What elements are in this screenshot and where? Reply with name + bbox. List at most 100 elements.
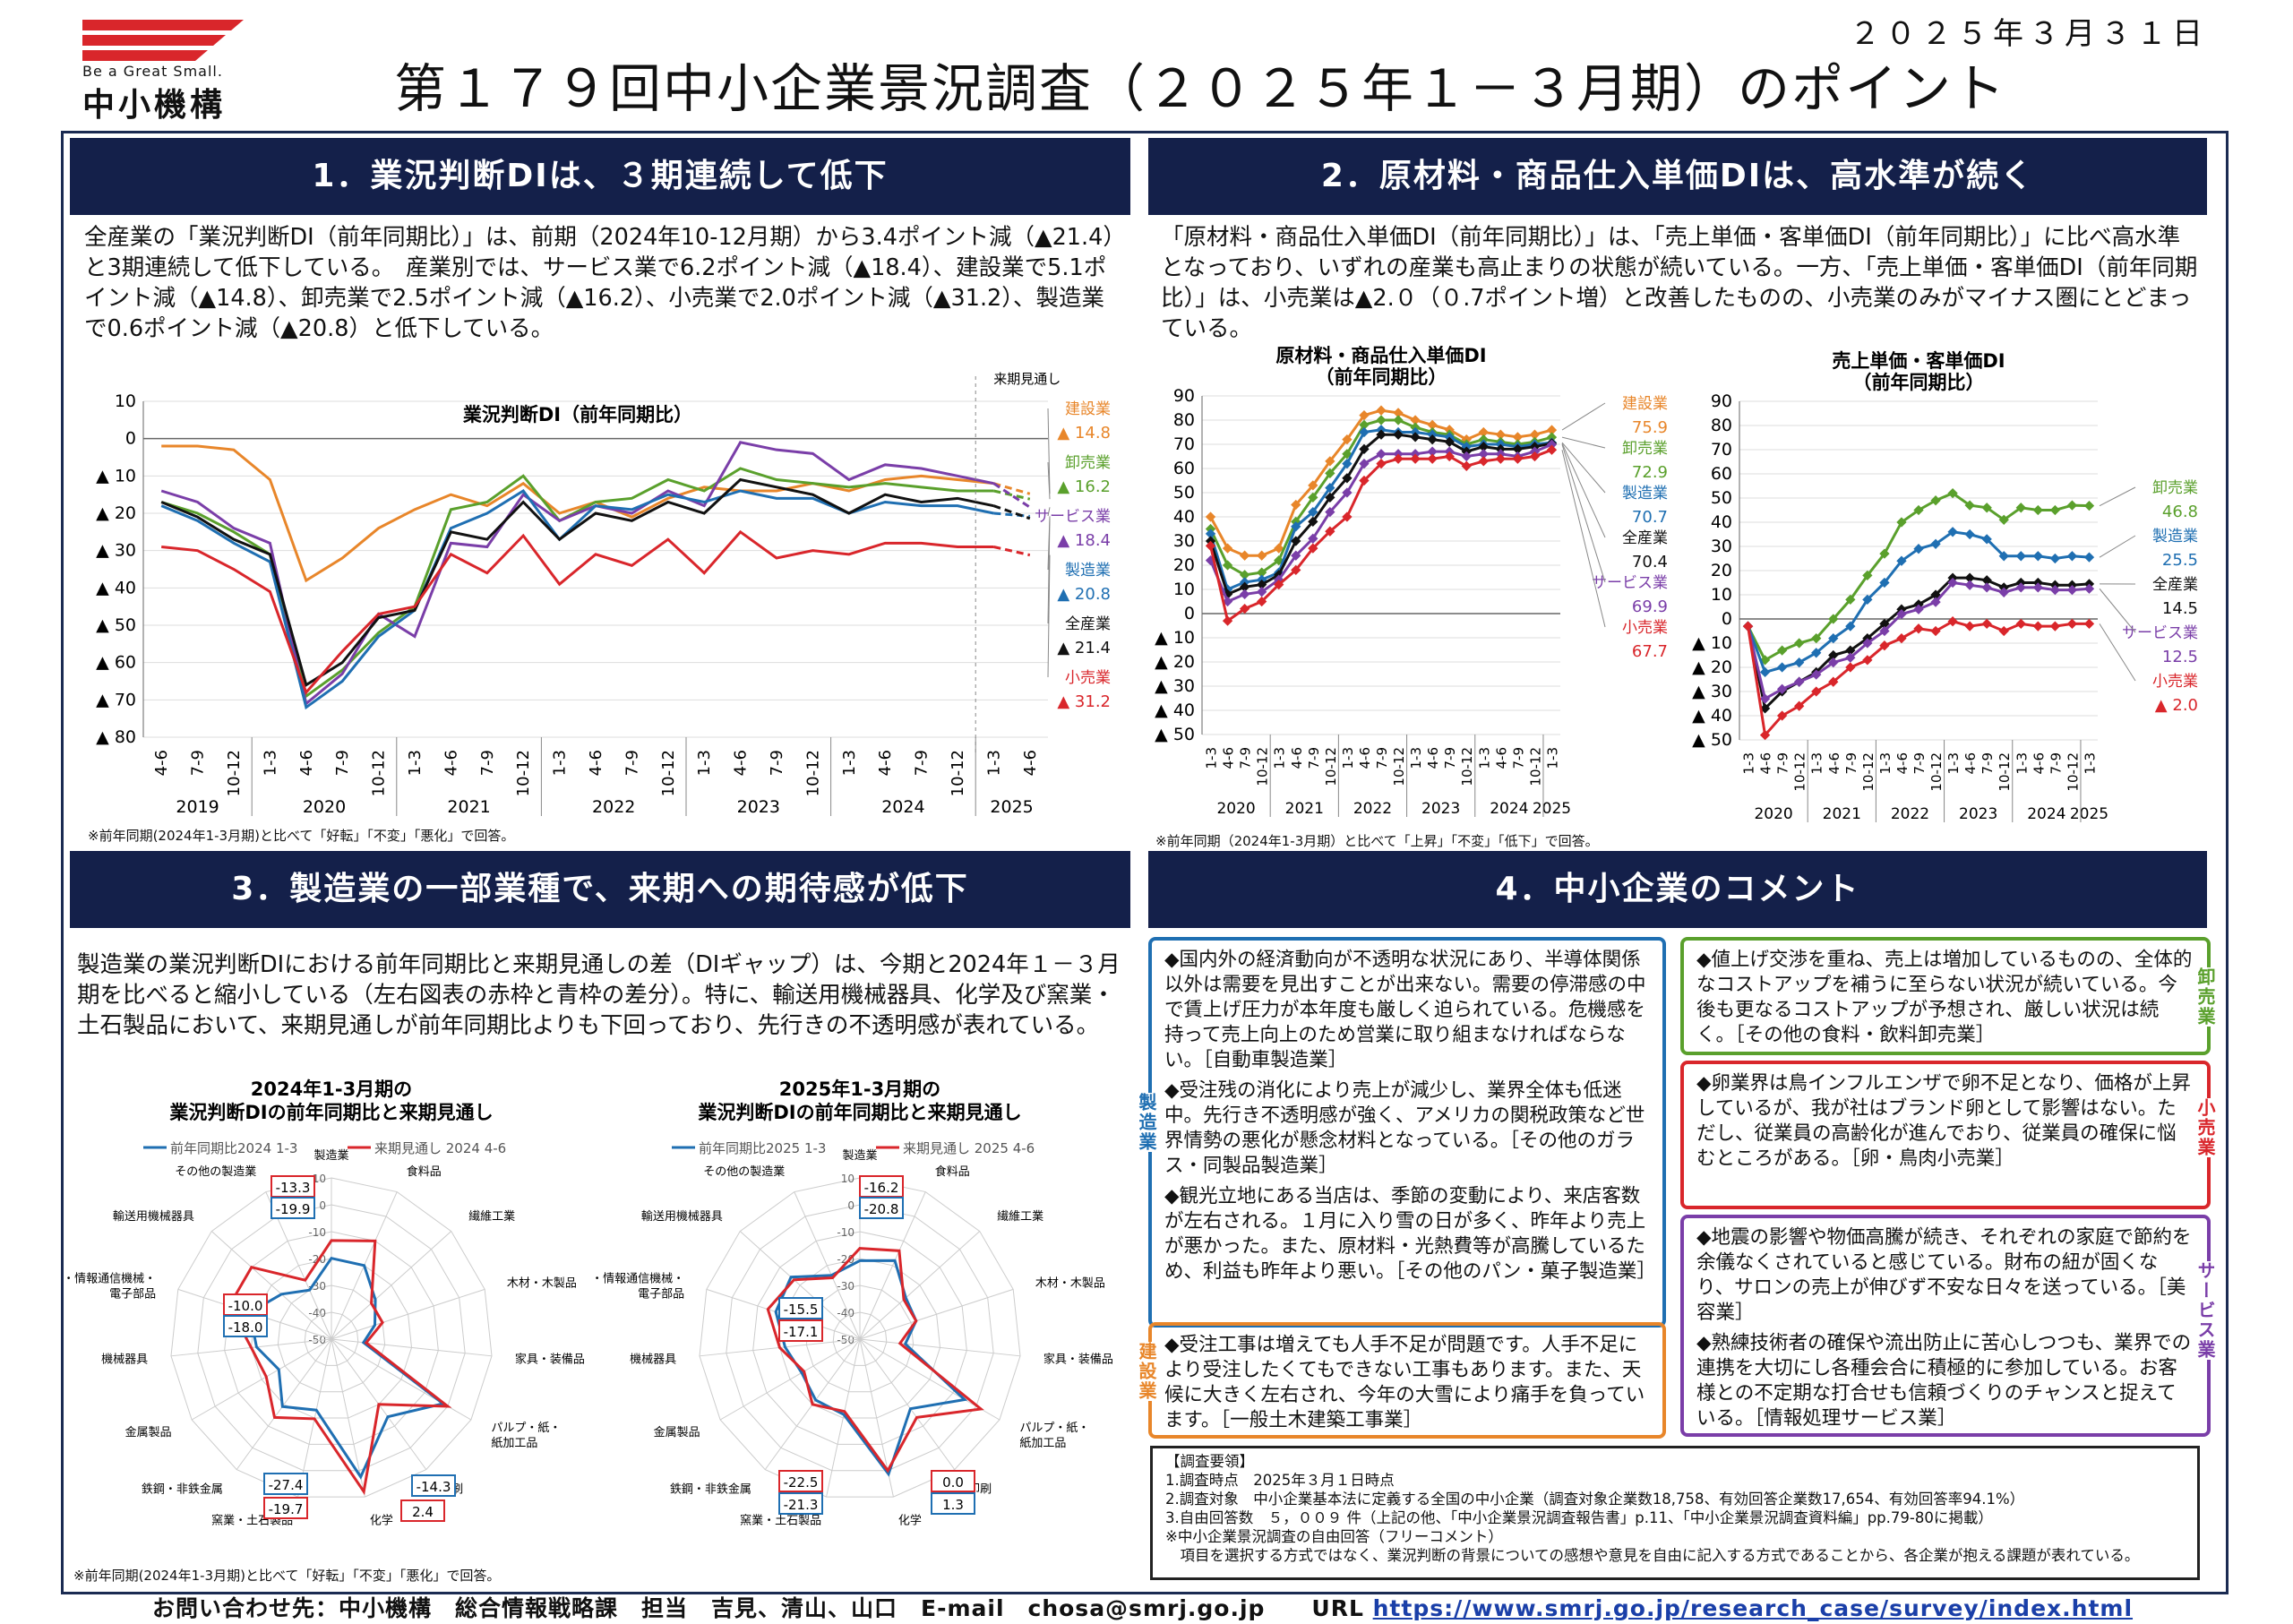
radar-tick-label: 10 xyxy=(313,1173,326,1185)
data-point xyxy=(1325,482,1335,494)
legend-name: 小売業 xyxy=(2152,673,2198,691)
y-tick-label: 80 xyxy=(1711,416,1732,435)
x-tick-label: 10-12 xyxy=(225,750,244,796)
data-point xyxy=(1776,662,1788,673)
legend-name: 全産業 xyxy=(1622,529,1668,547)
radar-category-label: その他の製造業 xyxy=(175,1164,256,1179)
comment-whl-1: ◆値上げ交渉を重ね、売上は増加しているものの、全体的なコストアップを補うに至らな… xyxy=(1696,949,2193,1046)
leader-line xyxy=(2099,486,2136,507)
value-box-label: -19.9 xyxy=(276,1201,311,1217)
section-1-text: 全産業の「業況判断DI（前年同期比）」は、前期（2024年10-12月期）から3… xyxy=(84,224,1115,342)
data-point xyxy=(1444,436,1455,447)
x-tick-label: 4-6 xyxy=(876,750,895,776)
data-point xyxy=(1427,453,1438,464)
radar-category-label: 電気・情報通信機械・ xyxy=(591,1271,684,1285)
data-point xyxy=(1845,652,1856,663)
legend-value: 70.7 xyxy=(1632,508,1668,527)
section-2-note: ※前年同期（2024年1-3月期）と比べて「上昇」「不変」「低下」で回答。 xyxy=(1155,833,1599,849)
radar-category-label: 紙加工品 xyxy=(1019,1437,1066,1450)
data-point xyxy=(1393,415,1404,425)
x-tick-label: 7-9 xyxy=(189,750,208,776)
x-year-label: 2021 xyxy=(1285,800,1324,818)
x-year-label: 2022 xyxy=(1353,800,1392,818)
value-box xyxy=(223,1315,268,1337)
data-point xyxy=(1546,439,1558,450)
label-service: サービス業 xyxy=(2193,1261,2219,1360)
forecast-line xyxy=(993,546,1031,557)
radar-category-label: その他の製造業 xyxy=(703,1164,785,1179)
data-point xyxy=(1828,614,1839,624)
legend-value: ▲ 18.4 xyxy=(1057,531,1111,550)
data-point xyxy=(1205,511,1216,522)
x-tick-label: 7-9 xyxy=(1775,752,1791,775)
data-point xyxy=(1291,536,1301,546)
data-point xyxy=(1759,666,1771,678)
data-point xyxy=(1376,415,1387,425)
y-tick-label: ▲ 20 xyxy=(1692,657,1732,677)
value-box-label: -16.2 xyxy=(864,1180,899,1196)
legend-name: 製造業 xyxy=(1622,485,1668,503)
radar-category-label: 製造業 xyxy=(313,1148,348,1163)
comment-svc-1: ◆地震の影響や物価高騰が続き、それぞれの家庭で節約を余儀なくされていると感じてい… xyxy=(1696,1226,2192,1324)
y-tick-label: ▲ 50 xyxy=(1692,730,1732,750)
legend-label: 来期見通し 2025 4-6 xyxy=(903,1140,1035,1156)
data-point xyxy=(1845,621,1856,632)
x-tick-label: 7-9 xyxy=(478,750,497,776)
y-tick-label: 30 xyxy=(1173,531,1195,551)
y-tick-label: 10 xyxy=(1173,580,1195,599)
y-tick-label: ▲ 70 xyxy=(96,690,136,709)
radar-spoke xyxy=(719,1338,861,1421)
y-tick-label: 0 xyxy=(125,429,136,449)
x-tick-label: 7-9 xyxy=(623,750,641,776)
x-tick-label: 1-3 xyxy=(1272,747,1288,769)
x-year-label: 2024 xyxy=(881,797,924,817)
x-tick-label: 1-3 xyxy=(261,750,279,776)
legend-value: 14.5 xyxy=(2162,599,2198,618)
radar-spoke xyxy=(859,1288,1014,1340)
radar-spoke xyxy=(859,1231,981,1340)
logo-tagline: Be a Great Small. xyxy=(82,63,223,80)
y-tick-label: ▲ 50 xyxy=(1155,725,1195,744)
x-tick-label: 10-12 xyxy=(1459,747,1475,786)
data-point xyxy=(1478,456,1489,467)
x-tick-label: 1-3 xyxy=(1408,747,1424,769)
data-point xyxy=(1257,550,1267,561)
legend-name: 建設業 xyxy=(1622,395,1668,413)
radar-spoke xyxy=(236,1338,332,1470)
series-line xyxy=(161,444,994,583)
x-tick-label: 10-12 xyxy=(1928,752,1945,792)
legend-value: 67.7 xyxy=(1632,642,1668,661)
data-point xyxy=(1913,604,1924,614)
x-tick-label: 1-3 xyxy=(1476,747,1492,769)
data-point xyxy=(2015,582,2026,593)
leader-line xyxy=(1047,408,1051,494)
label-wholesale: 卸売業 xyxy=(2193,967,2219,1027)
radar-category-label: 食料品 xyxy=(407,1164,442,1179)
footer-contact: お問い合わせ先：中小機構 総合情報戦略課 担当 吉見、清山、山口 E-mail … xyxy=(152,1595,1364,1621)
x-tick-label: 10-12 xyxy=(1391,747,1407,786)
x-tick-label: 1-3 xyxy=(2082,752,2098,775)
data-point xyxy=(1947,487,1958,499)
legend-value: ▲ 16.2 xyxy=(1057,477,1111,496)
section-1-note: ※前年同期(2024年1-3月期)と比べて「好転」「不変」「悪化」で回答。 xyxy=(88,828,515,844)
x-tick-label: 10-12 xyxy=(1527,747,1543,786)
comment-mfg-2: ◆受注残の消化により売上が減少し、業界全体も低迷中。先行き不透明感が強く、アメリ… xyxy=(1164,1079,1645,1177)
leader-line xyxy=(1561,450,1606,628)
data-point xyxy=(1862,655,1873,666)
data-point xyxy=(1257,579,1267,590)
data-point xyxy=(1998,514,2009,525)
x-tick-label: 1-3 xyxy=(984,750,1003,776)
comment-con-1: ◆受注工事は増えても人手不足が問題です。人手不足により受注したくてもできない工事… xyxy=(1164,1334,1645,1431)
data-point xyxy=(1930,625,1941,637)
x-tick-label: 7-9 xyxy=(1374,747,1390,769)
data-point xyxy=(1393,408,1404,418)
footer-url-link[interactable]: https://www.smrj.go.jp/research_case/sur… xyxy=(1372,1595,2134,1621)
radar-category-label: パルプ・紙・ xyxy=(491,1422,561,1435)
data-point xyxy=(1998,625,2009,637)
chart-sales-price-di: 売上単価・客単価DI（前年同期比） 90 80 70 60 50 40 30 20 10 0 ▲ 10… xyxy=(1692,350,2198,823)
x-tick-label: 10-12 xyxy=(803,750,822,796)
value-box xyxy=(778,1492,823,1515)
x-tick-label: 7-9 xyxy=(1843,752,1859,775)
data-point xyxy=(1308,506,1318,518)
footer: お問い合わせ先：中小機構 総合情報戦略課 担当 吉見、清山、山口 E-mail … xyxy=(152,1591,2133,1623)
